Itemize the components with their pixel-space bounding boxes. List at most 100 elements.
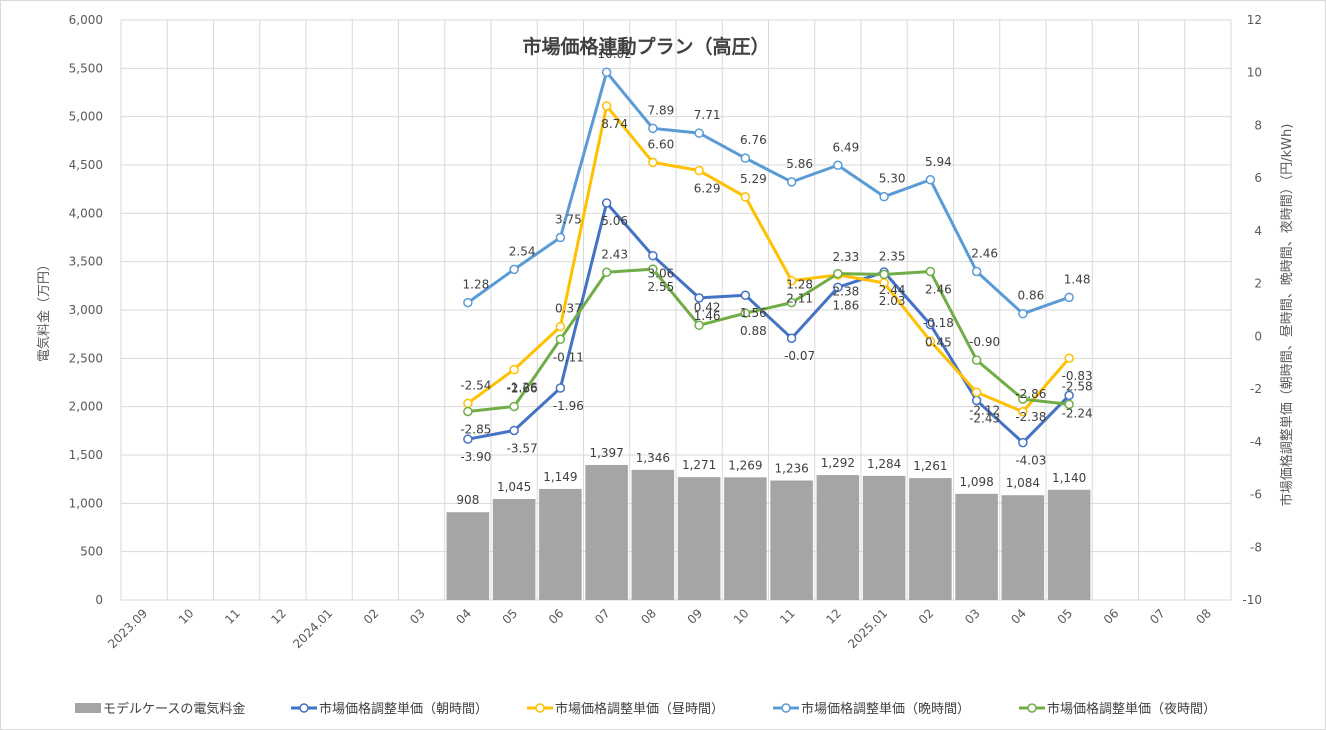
series-point [648, 123, 658, 134]
bar-data-label: 1,149 [543, 470, 577, 484]
legend-marker [781, 703, 791, 713]
line-data-label: 8.74 [601, 117, 628, 131]
series-point [786, 177, 797, 187]
series-point [879, 269, 889, 280]
series-point [694, 320, 704, 331]
series-point [925, 175, 936, 185]
series-point [555, 321, 566, 332]
line-data-label: 0.45 [925, 336, 952, 350]
series-point [555, 334, 566, 345]
series-point [925, 319, 936, 330]
y-right-axis-title: 市場価格調整単価（朝時間、昼時間、晩時間、夜時間）（円/kWh) [1279, 124, 1295, 507]
bar-data-label: 1,045 [497, 480, 531, 494]
line-data-label: 5.06 [601, 214, 628, 228]
line-data-label: 7.89 [648, 103, 675, 117]
bar-data-label: 1,140 [1052, 471, 1086, 485]
line-data-label: 5.86 [786, 157, 813, 171]
y-left-tick-label: 5,500 [69, 61, 103, 75]
y-left-tick-label: 2,500 [69, 351, 103, 365]
bar [539, 488, 582, 600]
series-point [463, 406, 473, 417]
line-data-label: 1.48 [1064, 272, 1091, 286]
bar-data-label: 1,284 [867, 457, 901, 471]
bar [955, 493, 998, 600]
bar [770, 480, 813, 600]
y-right-tick-label: 10 [1247, 66, 1262, 80]
y-right-tick-label: -10 [1242, 593, 1262, 607]
y-left-tick-label: 3,000 [69, 303, 103, 317]
line-data-label: 6.76 [740, 133, 767, 147]
legend-label: 市場価格調整単価（晩時間） [801, 701, 970, 717]
bar-data-label: 1,236 [774, 462, 808, 476]
series-point [509, 264, 519, 275]
series-point [786, 297, 797, 308]
series-point [555, 383, 566, 393]
y-right-tick-label: -6 [1250, 488, 1262, 502]
bar-data-label: 1,397 [589, 446, 623, 460]
line-data-label: -0.11 [553, 350, 584, 364]
bar [446, 512, 490, 600]
y-left-tick-label: 5,000 [69, 110, 103, 124]
legend-swatch [75, 703, 101, 713]
line-data-label: -3.90 [460, 450, 491, 464]
bar-data-label: 1,098 [959, 475, 993, 489]
y-right-tick-label: -8 [1250, 540, 1262, 554]
line-data-label: -0.07 [784, 349, 815, 363]
series-point [1064, 390, 1074, 401]
y-left-tick-label: 4,000 [69, 206, 103, 220]
y-left-tick-label: 6,000 [69, 13, 103, 27]
y-right-tick-label: -4 [1250, 435, 1262, 449]
bar-data-label: 1,269 [728, 458, 762, 472]
bar [816, 475, 860, 600]
legend-label: 市場価格調整単価（昼時間） [555, 701, 724, 717]
y-left-tick-label: 1,500 [69, 448, 103, 462]
legend-marker [535, 703, 545, 713]
line-data-label: -2.85 [460, 423, 491, 437]
series-point [971, 387, 982, 398]
series-point [1064, 353, 1074, 363]
legend-label: 市場価格調整単価（朝時間） [319, 701, 488, 717]
series-point [694, 128, 704, 138]
line-data-label: 2.35 [879, 249, 906, 263]
line-data-label: -2.24 [1062, 406, 1093, 420]
series-point [601, 67, 612, 77]
bar-layer [446, 464, 1091, 600]
legend-marker [299, 703, 309, 713]
series-point [648, 250, 658, 261]
line-data-label: 5.29 [740, 172, 767, 186]
line-data-label: -2.66 [507, 381, 538, 395]
legend-label: 市場価格調整単価（夜時間） [1047, 701, 1216, 717]
series-point [1064, 399, 1074, 410]
label-layer: 908 1,045 1,149 1,397 1,346 1,271 1,269 1,236 1,… [456, 47, 1092, 507]
y-right-tick-label: 0 [1254, 329, 1262, 343]
bar [1001, 495, 1045, 600]
series-point [740, 308, 751, 318]
line-data-label: 0.88 [740, 324, 767, 338]
y-left-tick-label: 4,500 [69, 158, 103, 172]
series-point [740, 153, 751, 163]
series-point [601, 198, 612, 208]
line-data-label: 5.94 [925, 155, 952, 169]
line-data-label: 2.38 [833, 285, 860, 299]
y-right-tick-label: 8 [1254, 118, 1262, 132]
series-point [786, 275, 797, 286]
series-point [601, 267, 612, 278]
bar [631, 469, 675, 600]
y-right-tick-label: 12 [1247, 13, 1262, 27]
series-point [1064, 292, 1074, 303]
series-point [786, 333, 797, 343]
legend-label: モデルケースの電気料金 [103, 701, 245, 717]
chart-title: 市場価格連動プラン（高圧） [522, 35, 769, 58]
line-data-label: 2.11 [786, 292, 813, 306]
series-point [1018, 394, 1028, 404]
y-left-tick-label: 500 [80, 545, 103, 559]
legend-marker [1027, 703, 1037, 713]
series-point [463, 398, 473, 409]
line-data-label: 0.37 [555, 302, 582, 316]
y-right-tick-label: 2 [1254, 277, 1262, 291]
line-data-label: 1.28 [463, 278, 490, 292]
series-point [694, 293, 704, 303]
bar-data-label: 1,292 [821, 456, 855, 470]
series-point [925, 266, 936, 277]
